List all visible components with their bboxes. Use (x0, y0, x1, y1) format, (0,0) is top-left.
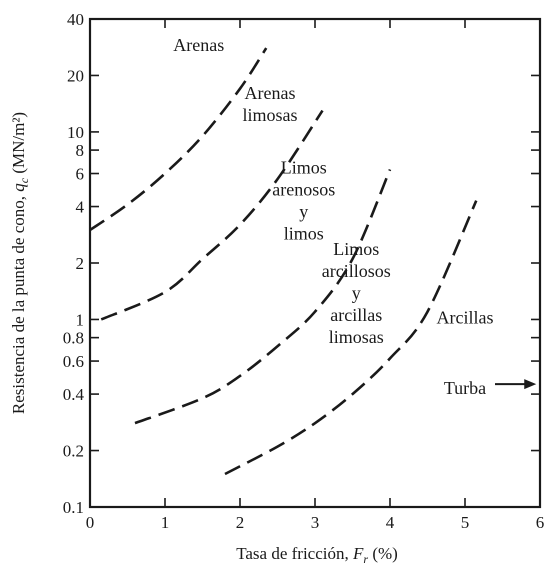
region-label-line: Turba (444, 378, 486, 398)
axis-title-part: q (9, 183, 28, 192)
y-tick-label: 0.6 (63, 352, 84, 371)
x-tick-label: 1 (161, 513, 170, 532)
x-axis-label: Tasa de fricción, Fr (%) (236, 544, 398, 566)
axis-title-part: F (352, 544, 364, 563)
y-tick-label: 4 (76, 198, 85, 217)
plot-frame (88, 17, 542, 509)
axis-title-part: (MN/m²) (9, 112, 28, 178)
region-label-line: arenosos (272, 180, 335, 200)
region-label-line: y (352, 283, 361, 303)
region-label-line: limosas (329, 327, 384, 347)
boundary-curve-4 (224, 200, 478, 476)
region-label-line: y (299, 202, 308, 222)
y-tick-label: 40 (67, 10, 84, 29)
axis-title-part: Resistencia de la punta de cono, (9, 192, 28, 414)
boundary-curve-3 (134, 169, 392, 425)
y-tick-label: 20 (67, 66, 84, 85)
x-axis-title: Tasa de fricción, Fr (%) (236, 544, 398, 566)
region-label-line: Arenas (245, 83, 296, 103)
y-tick-label: 1 (76, 310, 85, 329)
region-label-line: Limos (281, 158, 327, 178)
axis-title-part: (%) (368, 544, 398, 563)
region-label-3: Limos arenosos y limos (272, 158, 335, 244)
y-axis-label: Resistencia de la punta de cono, qc (MN/… (9, 112, 31, 414)
x-tick-label: 4 (386, 513, 395, 532)
axis-title-part: r (363, 552, 368, 566)
boundary-curve-1 (89, 47, 268, 232)
y-tick-label: 0.1 (63, 498, 84, 517)
y-tick-label: 8 (76, 141, 85, 160)
axis-title-part: Tasa de fricción, (236, 544, 353, 563)
x-tick-label: 0 (86, 513, 95, 532)
region-label-5: Arcillas (437, 308, 494, 328)
region-label-6: Turba (444, 378, 486, 398)
x-tick-label: 5 (461, 513, 470, 532)
y-tick-label: 6 (76, 165, 85, 184)
boundary-curve-2 (100, 109, 324, 321)
region-label-line: Arenas (173, 35, 224, 55)
region-label-line: limos (284, 224, 324, 244)
region-label-line: arcillas (330, 305, 382, 325)
y-axis-title: Resistencia de la punta de cono, qc (MN/… (9, 112, 31, 414)
region-label-2: Arenas limosas (242, 83, 297, 125)
y-tick-label: 0.4 (63, 385, 85, 404)
x-tick-label: 6 (536, 513, 545, 532)
axis-title-part: c (17, 177, 31, 183)
x-tick-label: 2 (236, 513, 245, 532)
region-label-4: Limos arcillosos y arcillas limosas (322, 239, 391, 347)
region-label-line: limosas (242, 105, 297, 125)
y-tick-label: 0.2 (63, 442, 84, 461)
region-label-1: Arenas (173, 35, 224, 55)
region-label-line: Arcillas (437, 308, 494, 328)
x-tick-label: 3 (311, 513, 320, 532)
region-label-line: Limos (333, 239, 379, 259)
turba-arrow-head (524, 379, 537, 390)
region-label-line: arcillosos (322, 261, 391, 281)
y-tick-label: 10 (67, 123, 84, 142)
y-tick-label: 0.8 (63, 329, 84, 348)
y-tick-label: 2 (76, 254, 85, 273)
